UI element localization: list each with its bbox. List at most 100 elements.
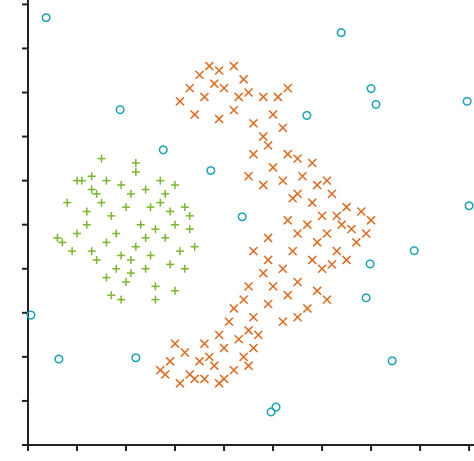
scatter-point xyxy=(237,212,247,222)
scatter-point xyxy=(336,28,346,38)
scatter-point xyxy=(322,176,332,186)
scatter-point xyxy=(102,176,111,185)
scatter-point xyxy=(271,402,281,412)
scatter-point xyxy=(248,118,258,128)
scatter-point xyxy=(229,105,239,115)
scatter-point xyxy=(302,220,312,230)
scatter-point xyxy=(161,189,170,198)
scatter-point xyxy=(82,207,91,216)
scatter-point xyxy=(307,158,317,168)
scatter-point xyxy=(107,211,116,220)
scatter-point xyxy=(312,286,322,296)
scatter-point xyxy=(112,264,121,273)
scatter-point xyxy=(322,228,332,239)
scatter-point xyxy=(248,343,258,353)
scatter-point xyxy=(87,247,96,256)
scatter-point xyxy=(126,255,135,264)
scatter-point xyxy=(288,246,298,256)
scatter-point xyxy=(151,295,160,304)
scatter-point xyxy=(131,167,140,176)
scatter-point xyxy=(258,268,268,278)
scatter-point xyxy=(224,317,234,327)
scatter-point xyxy=(126,189,135,198)
scatter-point xyxy=(136,220,145,229)
scatter-point xyxy=(126,269,135,278)
scatter-point xyxy=(26,310,36,320)
scatter-point xyxy=(283,83,293,93)
scatter-point xyxy=(58,238,67,247)
scatter-point xyxy=(278,317,288,327)
scatter-point xyxy=(204,352,214,362)
scatter-point xyxy=(293,154,303,164)
scatter-point xyxy=(248,149,258,159)
scatter-point xyxy=(293,312,303,322)
scatter-point xyxy=(122,277,131,286)
scatter-point xyxy=(170,339,180,349)
scatter-point xyxy=(190,242,199,251)
scatter-point xyxy=(175,96,185,106)
scatter-point xyxy=(102,238,111,247)
scatter-point xyxy=(214,65,224,76)
scatter-point xyxy=(244,281,254,291)
scatter-point xyxy=(371,99,381,109)
scatter-point xyxy=(253,330,263,340)
scatter-point xyxy=(161,233,170,242)
scatter-point xyxy=(171,181,180,190)
scatter-point xyxy=(268,110,278,120)
scatter-point xyxy=(263,299,273,309)
scatter-point xyxy=(97,154,106,163)
scatter-point xyxy=(307,198,317,208)
scatter-point xyxy=(317,264,327,274)
scatter-point xyxy=(244,87,254,98)
scatter-point xyxy=(151,282,160,291)
scatter-point xyxy=(361,293,371,303)
scatter-point xyxy=(156,176,165,185)
scatter-point xyxy=(332,211,342,221)
scatter-point xyxy=(258,92,268,102)
scatter-point xyxy=(131,159,140,168)
scatter-point xyxy=(342,202,352,212)
scatter-point xyxy=(409,246,419,256)
scatter-point xyxy=(92,255,101,264)
scatter-point xyxy=(206,165,216,176)
scatter-point xyxy=(332,246,342,256)
scatter-point xyxy=(229,365,239,375)
scatter-point xyxy=(366,84,376,94)
scatter-point xyxy=(346,224,357,234)
scatter-point xyxy=(146,251,155,260)
scatter-point xyxy=(322,295,332,305)
scatter-point xyxy=(53,233,62,242)
scatter-point xyxy=(122,203,131,212)
scatter-point xyxy=(204,61,214,71)
scatter-point xyxy=(185,211,194,220)
scatter-point xyxy=(268,281,278,291)
scatter-point xyxy=(199,339,209,349)
scatter-point xyxy=(131,353,141,363)
scatter-point xyxy=(209,361,219,371)
scatter-point xyxy=(366,215,376,225)
scatter-point xyxy=(175,378,185,388)
scatter-point xyxy=(195,70,205,80)
scatter-point xyxy=(229,303,239,313)
scatter-point xyxy=(239,74,249,84)
scatter-point xyxy=(351,237,361,247)
scatter-point xyxy=(263,140,273,150)
scatter-point xyxy=(327,189,337,199)
scatter-point xyxy=(263,233,273,243)
scatter-point xyxy=(185,83,195,93)
scatter-point xyxy=(41,13,51,23)
scatter-point xyxy=(112,229,121,238)
scatter-point xyxy=(97,198,106,207)
scatter-point xyxy=(317,211,327,221)
scatter-point xyxy=(258,180,268,190)
scatter-point xyxy=(156,198,165,207)
scatter-point xyxy=(141,185,150,194)
scatter-point xyxy=(365,259,375,269)
scatter-point xyxy=(158,145,168,155)
scatter-point xyxy=(361,228,371,239)
scatter-point xyxy=(180,264,189,273)
scatter-point xyxy=(82,220,91,229)
scatter-point xyxy=(171,286,180,295)
scatter-point xyxy=(87,172,96,181)
